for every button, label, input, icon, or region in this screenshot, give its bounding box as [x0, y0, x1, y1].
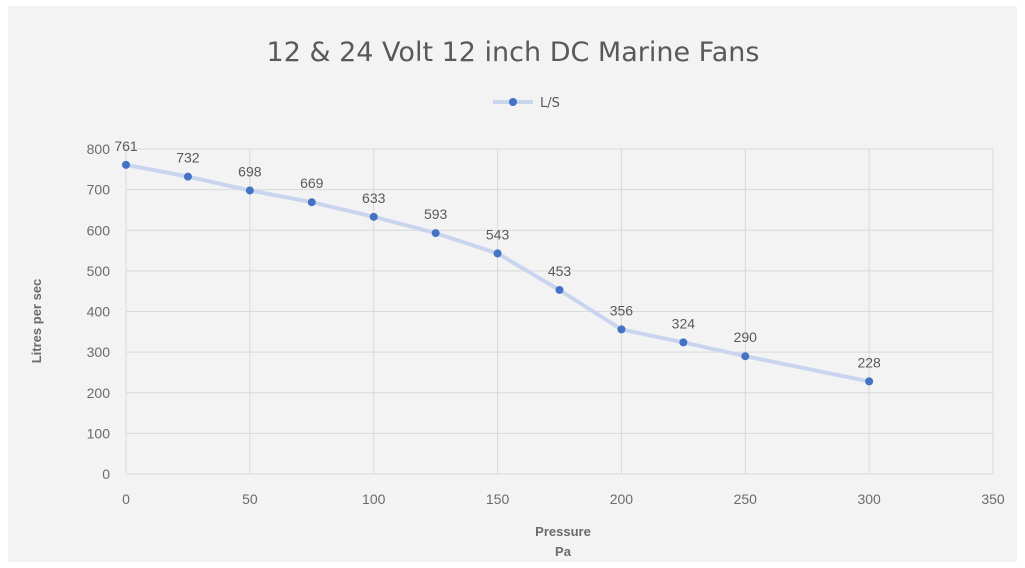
series-ls: 761 732 698 669 633 593 543 453 356 324 290 228 [114, 138, 881, 386]
y-tick-label: 300 [87, 344, 111, 360]
gridlines [125, 148, 994, 475]
data-label: 761 [114, 138, 138, 154]
data-point [122, 160, 130, 169]
series-line [124, 162, 872, 384]
x-tick-label: 350 [981, 491, 1005, 507]
y-tick-label: 100 [87, 425, 111, 441]
data-point [183, 172, 192, 181]
data-label: 356 [610, 302, 634, 318]
data-label: 669 [300, 175, 324, 191]
y-tick-label: 600 [87, 222, 111, 238]
y-axis-label: Litres per sec [29, 279, 44, 364]
x-tick-label: 50 [242, 491, 258, 507]
x-tick-label: 200 [610, 491, 634, 507]
x-axis-ticks: 0 50 100 150 200 250 300 350 [122, 491, 1005, 507]
data-label: 324 [672, 315, 696, 331]
data-point [307, 198, 316, 207]
y-tick-label: 200 [87, 385, 111, 401]
data-point [617, 325, 626, 334]
data-label: 698 [238, 163, 262, 179]
data-label: 453 [548, 263, 572, 279]
data-point [679, 338, 688, 347]
data-point [369, 212, 378, 221]
data-label: 543 [486, 226, 510, 242]
data-point [431, 229, 440, 238]
data-point [741, 352, 750, 361]
chart-title: 12 & 24 Volt 12 inch DC Marine Fans [267, 37, 760, 68]
x-tick-label: 250 [734, 491, 758, 507]
x-tick-label: 150 [486, 491, 510, 507]
legend-label: L/S [540, 96, 560, 111]
y-tick-label: 400 [87, 304, 111, 320]
data-point [245, 186, 254, 195]
y-tick-label: 500 [87, 263, 111, 279]
x-tick-label: 0 [122, 491, 130, 507]
x-axis-label-line-2: Pa [555, 544, 572, 559]
y-axis-ticks: 0 100 200 300 400 500 600 700 800 [87, 141, 111, 482]
data-label: 633 [362, 190, 386, 206]
line-chart: 12 & 24 Volt 12 inch DC Marine Fans L/S … [29, 37, 1005, 559]
data-label: 732 [176, 150, 200, 166]
y-tick-label: 0 [102, 466, 110, 482]
y-tick-label: 700 [87, 182, 111, 198]
chart-area: 12 & 24 Volt 12 inch DC Marine Fans L/S … [8, 6, 1017, 562]
x-tick-label: 300 [857, 491, 881, 507]
data-point [555, 285, 564, 294]
data-label: 290 [734, 329, 758, 345]
data-point [493, 249, 502, 258]
data-point [865, 377, 874, 386]
legend: L/S [493, 96, 560, 111]
x-axis-label-line-1: Pressure [535, 524, 591, 539]
x-tick-label: 100 [362, 491, 386, 507]
legend-marker [509, 98, 517, 106]
data-label: 593 [424, 206, 448, 222]
data-label: 228 [857, 354, 881, 370]
y-tick-label: 800 [87, 141, 111, 157]
